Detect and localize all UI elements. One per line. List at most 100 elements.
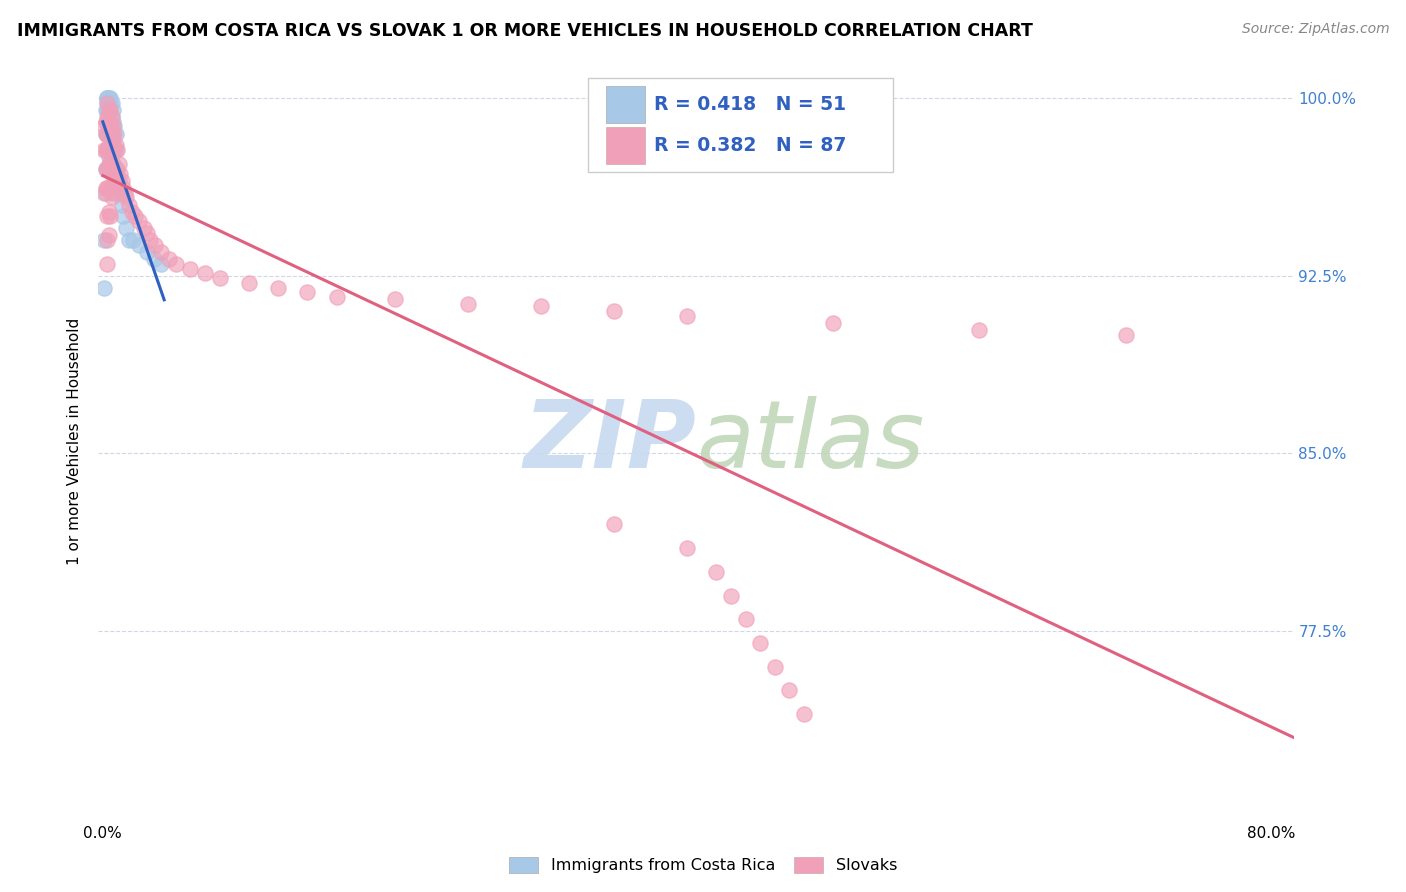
Point xyxy=(98,181,121,195)
Point xyxy=(457,297,479,311)
Point xyxy=(111,174,134,188)
Point xyxy=(145,238,167,252)
Point xyxy=(297,285,319,300)
Point xyxy=(111,197,134,211)
Point xyxy=(763,659,786,673)
Point xyxy=(208,271,231,285)
Point xyxy=(142,252,165,266)
Point xyxy=(734,612,756,626)
Point xyxy=(267,280,290,294)
Point xyxy=(121,204,143,219)
Point xyxy=(98,143,121,157)
Point xyxy=(100,95,122,110)
Point xyxy=(94,127,117,141)
Text: IMMIGRANTS FROM COSTA RICA VS SLOVAK 1 OR MORE VEHICLES IN HOUSEHOLD CORRELATION: IMMIGRANTS FROM COSTA RICA VS SLOVAK 1 O… xyxy=(17,22,1033,40)
Point xyxy=(107,143,129,157)
Point xyxy=(115,221,138,235)
Point xyxy=(128,238,150,252)
Point xyxy=(97,120,120,134)
Point xyxy=(93,280,115,294)
Point xyxy=(100,127,122,141)
Point xyxy=(603,304,626,318)
Point xyxy=(132,221,155,235)
Point xyxy=(112,210,135,224)
FancyBboxPatch shape xyxy=(606,86,644,123)
Point xyxy=(93,233,115,247)
Point xyxy=(100,110,122,124)
Point xyxy=(96,110,118,124)
Point xyxy=(104,138,127,153)
Point xyxy=(96,162,118,177)
Point xyxy=(97,157,120,171)
Point xyxy=(94,114,117,128)
Point xyxy=(96,91,118,105)
Point xyxy=(101,120,124,134)
Point xyxy=(112,181,135,195)
Point xyxy=(101,134,124,148)
Point xyxy=(100,143,122,157)
Point xyxy=(97,228,120,243)
Point xyxy=(96,95,118,110)
Point xyxy=(110,167,132,181)
Point xyxy=(1115,327,1137,342)
Point xyxy=(98,114,121,128)
Point xyxy=(98,127,121,141)
Text: atlas: atlas xyxy=(696,396,924,487)
FancyBboxPatch shape xyxy=(589,78,893,172)
Point xyxy=(100,190,122,204)
Point xyxy=(96,181,118,195)
Point xyxy=(238,276,260,290)
Point xyxy=(96,91,118,105)
Point xyxy=(97,138,120,153)
Point xyxy=(749,636,772,650)
Point xyxy=(101,157,124,171)
Point xyxy=(118,197,141,211)
Point xyxy=(530,300,553,314)
Point xyxy=(96,95,118,110)
Point xyxy=(96,127,118,141)
Text: Source: ZipAtlas.com: Source: ZipAtlas.com xyxy=(1241,22,1389,37)
Point xyxy=(157,252,180,266)
Point xyxy=(98,138,121,153)
Point xyxy=(165,257,187,271)
Point xyxy=(100,127,122,141)
FancyBboxPatch shape xyxy=(606,127,644,164)
Point xyxy=(101,103,124,117)
Point xyxy=(96,103,118,117)
Point xyxy=(103,120,125,134)
Point xyxy=(103,143,125,157)
Point xyxy=(96,143,118,157)
Point xyxy=(96,233,118,247)
Point xyxy=(135,244,157,259)
Point xyxy=(94,186,117,200)
Point xyxy=(107,167,129,181)
Point xyxy=(98,210,121,224)
Point xyxy=(100,167,122,181)
Point xyxy=(128,214,150,228)
Point xyxy=(96,127,118,141)
Point xyxy=(93,143,115,157)
Point xyxy=(94,103,117,117)
Point xyxy=(101,186,124,200)
Point xyxy=(96,210,118,224)
Point xyxy=(97,95,120,110)
Point xyxy=(97,103,120,117)
Point xyxy=(114,186,136,200)
Point xyxy=(94,162,117,177)
Point xyxy=(107,162,129,177)
Point xyxy=(97,91,120,105)
Point xyxy=(603,517,626,532)
Point xyxy=(124,210,146,224)
Point xyxy=(135,226,157,240)
Point xyxy=(98,95,121,110)
Point xyxy=(103,143,125,157)
Point xyxy=(107,186,129,200)
Point xyxy=(94,162,117,177)
Y-axis label: 1 or more Vehicles in Household: 1 or more Vehicles in Household xyxy=(67,318,83,566)
Point xyxy=(96,162,118,177)
Point xyxy=(104,162,127,177)
Point xyxy=(122,233,145,247)
Point xyxy=(676,309,699,323)
Point xyxy=(138,233,160,247)
Point xyxy=(97,204,120,219)
